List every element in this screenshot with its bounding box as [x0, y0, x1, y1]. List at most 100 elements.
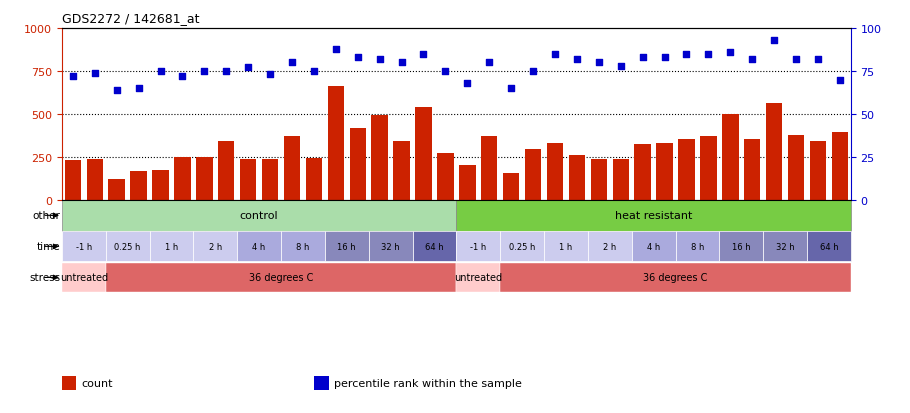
Point	[109, 87, 124, 94]
Point	[329, 46, 343, 53]
Text: 16 h: 16 h	[338, 242, 356, 251]
Bar	[218, 141, 235, 200]
Text: 36 degrees C: 36 degrees C	[643, 273, 708, 283]
Bar	[723, 114, 739, 200]
Bar	[678, 140, 694, 200]
Text: 4 h: 4 h	[252, 242, 266, 251]
Text: 4 h: 4 h	[647, 242, 661, 251]
Bar	[62, 200, 456, 231]
Text: 0.25 h: 0.25 h	[115, 242, 141, 251]
Point	[416, 51, 430, 58]
Bar	[525, 150, 541, 200]
Bar	[106, 263, 457, 292]
Point	[241, 65, 256, 71]
Text: control: control	[240, 211, 278, 221]
Bar	[456, 232, 501, 262]
Bar	[437, 153, 453, 200]
Bar	[369, 232, 412, 262]
Point	[175, 74, 189, 80]
Point	[66, 74, 80, 80]
Bar	[569, 156, 585, 200]
Point	[87, 70, 102, 77]
Point	[833, 77, 847, 83]
Bar	[634, 145, 651, 200]
Bar	[481, 137, 498, 200]
Bar	[284, 137, 300, 200]
Bar	[460, 165, 476, 200]
Bar	[719, 232, 763, 262]
Point	[789, 57, 804, 63]
Point	[394, 60, 409, 66]
Point	[131, 85, 146, 92]
Point	[307, 69, 321, 75]
Point	[570, 57, 584, 63]
Point	[657, 55, 672, 62]
Bar	[675, 232, 719, 262]
Text: 8 h: 8 h	[297, 242, 309, 251]
Bar	[456, 200, 851, 231]
Bar	[197, 157, 213, 200]
Bar	[62, 376, 76, 390]
Text: 64 h: 64 h	[425, 242, 444, 251]
Bar	[62, 263, 106, 292]
Bar	[612, 159, 629, 200]
Bar	[149, 232, 193, 262]
Text: 2 h: 2 h	[208, 242, 222, 251]
Bar	[700, 137, 716, 200]
Text: 16 h: 16 h	[732, 242, 751, 251]
Text: 36 degrees C: 36 degrees C	[248, 273, 313, 283]
Bar	[591, 160, 607, 200]
Text: count: count	[82, 378, 113, 388]
Bar	[415, 108, 431, 200]
Text: time: time	[36, 242, 60, 252]
Bar	[86, 160, 103, 200]
Bar	[262, 159, 278, 200]
Text: other: other	[33, 211, 60, 221]
Bar	[349, 128, 366, 200]
Point	[197, 69, 212, 75]
Text: heat resistant: heat resistant	[615, 211, 693, 221]
Bar	[62, 232, 106, 262]
Bar	[325, 232, 369, 262]
Bar	[393, 141, 410, 200]
Bar	[544, 232, 588, 262]
Bar	[744, 140, 761, 200]
Bar	[501, 263, 851, 292]
Bar	[412, 232, 456, 262]
Point	[153, 69, 167, 75]
Bar	[632, 232, 675, 262]
Point	[635, 55, 650, 62]
Point	[811, 57, 825, 63]
Bar	[503, 174, 520, 200]
Bar	[656, 144, 672, 200]
Text: GDS2272 / 142681_at: GDS2272 / 142681_at	[62, 12, 199, 25]
Point	[482, 60, 497, 66]
Bar	[152, 170, 168, 200]
Bar	[810, 141, 826, 200]
Bar	[766, 104, 783, 200]
Bar	[314, 376, 329, 390]
Text: percentile rank within the sample: percentile rank within the sample	[334, 378, 522, 388]
Bar	[371, 116, 388, 200]
Point	[372, 57, 387, 63]
Point	[745, 57, 760, 63]
Point	[263, 72, 278, 78]
Bar	[174, 157, 190, 200]
Text: -1 h: -1 h	[470, 242, 487, 251]
Bar	[193, 232, 238, 262]
Bar	[238, 232, 281, 262]
Point	[350, 55, 365, 62]
Text: 1 h: 1 h	[165, 242, 178, 251]
Bar	[763, 232, 807, 262]
Bar	[328, 87, 344, 200]
Bar	[108, 180, 125, 200]
Text: 32 h: 32 h	[381, 242, 399, 251]
Bar	[588, 232, 632, 262]
Text: untreated: untreated	[60, 273, 108, 283]
Point	[438, 69, 452, 75]
Point	[592, 60, 606, 66]
Text: 0.25 h: 0.25 h	[509, 242, 535, 251]
Bar	[501, 232, 544, 262]
Text: -1 h: -1 h	[76, 242, 92, 251]
Point	[613, 63, 628, 70]
